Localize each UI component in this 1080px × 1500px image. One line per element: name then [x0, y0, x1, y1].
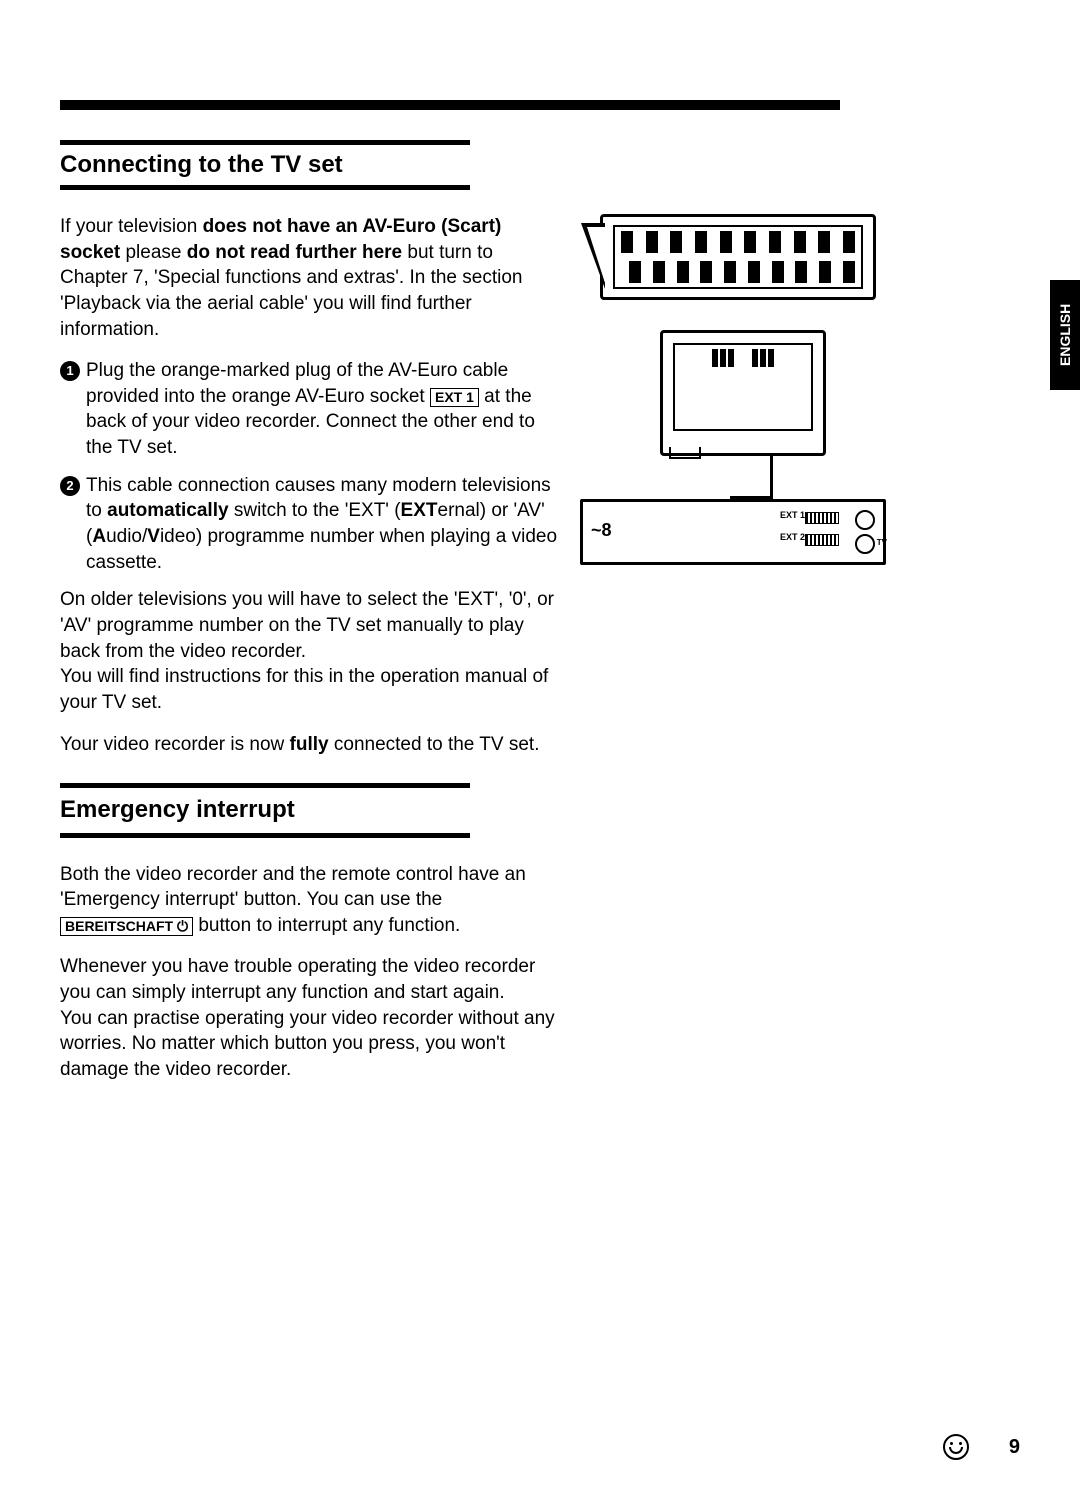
bold-text: V: [147, 526, 160, 547]
emergency-p1: Both the video recorder and the remote c…: [60, 862, 560, 939]
text: udio/: [106, 526, 147, 547]
step-2: 2 This cable connection causes many mode…: [60, 473, 560, 576]
cable-line: [730, 456, 773, 499]
section-title-emergency: Emergency interrupt: [60, 783, 470, 837]
ext1-port-label: EXT 1: [780, 510, 805, 520]
emergency-p2: Whenever you have trouble operating the …: [60, 954, 560, 1005]
bold-text: EXT: [401, 500, 438, 521]
figure-column: ~8 EXT 1 EXT 2 TV: [580, 214, 880, 1099]
coax-port-1: [855, 510, 875, 530]
page-footer: 9: [943, 1434, 1020, 1460]
button-label-bereitschaft: BEREITSCHAFT ⏻: [60, 917, 193, 936]
section-title-connecting: Connecting to the TV set: [60, 140, 470, 190]
top-rule: [60, 100, 840, 110]
text: please: [120, 242, 187, 263]
bold-text: fully: [290, 734, 329, 755]
scart-pin-row-bottom: [629, 261, 855, 283]
vcr-icon: ~8 EXT 1 EXT 2 TV: [580, 499, 886, 565]
step-number-2: 2: [60, 476, 80, 496]
text: button to interrupt any function.: [193, 915, 460, 936]
tv-icon: [660, 330, 826, 456]
emergency-p3: You can practise operating your video re…: [60, 1006, 560, 1083]
text: connected to the TV set.: [329, 734, 540, 755]
connection-diagram: ~8 EXT 1 EXT 2 TV: [580, 330, 880, 560]
older-tv-paragraph: On older televisions you will have to se…: [60, 587, 560, 715]
fully-connected-paragraph: Your video recorder is now fully connect…: [60, 732, 560, 758]
smiley-icon: [943, 1434, 969, 1460]
step-number-1: 1: [60, 361, 80, 381]
text: Your video recorder is now: [60, 734, 290, 755]
ext2-port: [805, 534, 839, 546]
tv-port-label: TV: [877, 538, 887, 547]
text-column: If your television does not have an AV-E…: [60, 214, 560, 1099]
language-tab: ENGLISH: [1050, 280, 1080, 390]
text: switch to the 'EXT' (: [229, 500, 401, 521]
intro-paragraph: If your television does not have an AV-E…: [60, 214, 560, 342]
text: Both the video recorder and the remote c…: [60, 864, 526, 911]
vcr-display: ~8: [591, 520, 612, 541]
socket-label-ext1: EXT 1: [430, 388, 479, 407]
step-1: 1 Plug the orange-marked plug of the AV-…: [60, 358, 560, 461]
text: If your television: [60, 216, 203, 237]
page-number: 9: [1009, 1436, 1020, 1459]
scart-connector-figure: [600, 214, 876, 300]
bold-text: A: [92, 526, 106, 547]
scart-pin-row-top: [621, 231, 855, 253]
bold-text: automatically: [107, 500, 228, 521]
bold-text: do not read further here: [187, 242, 402, 263]
ext2-port-label: EXT 2: [780, 532, 805, 542]
ext1-port: [805, 512, 839, 524]
coax-port-2: [855, 534, 875, 554]
